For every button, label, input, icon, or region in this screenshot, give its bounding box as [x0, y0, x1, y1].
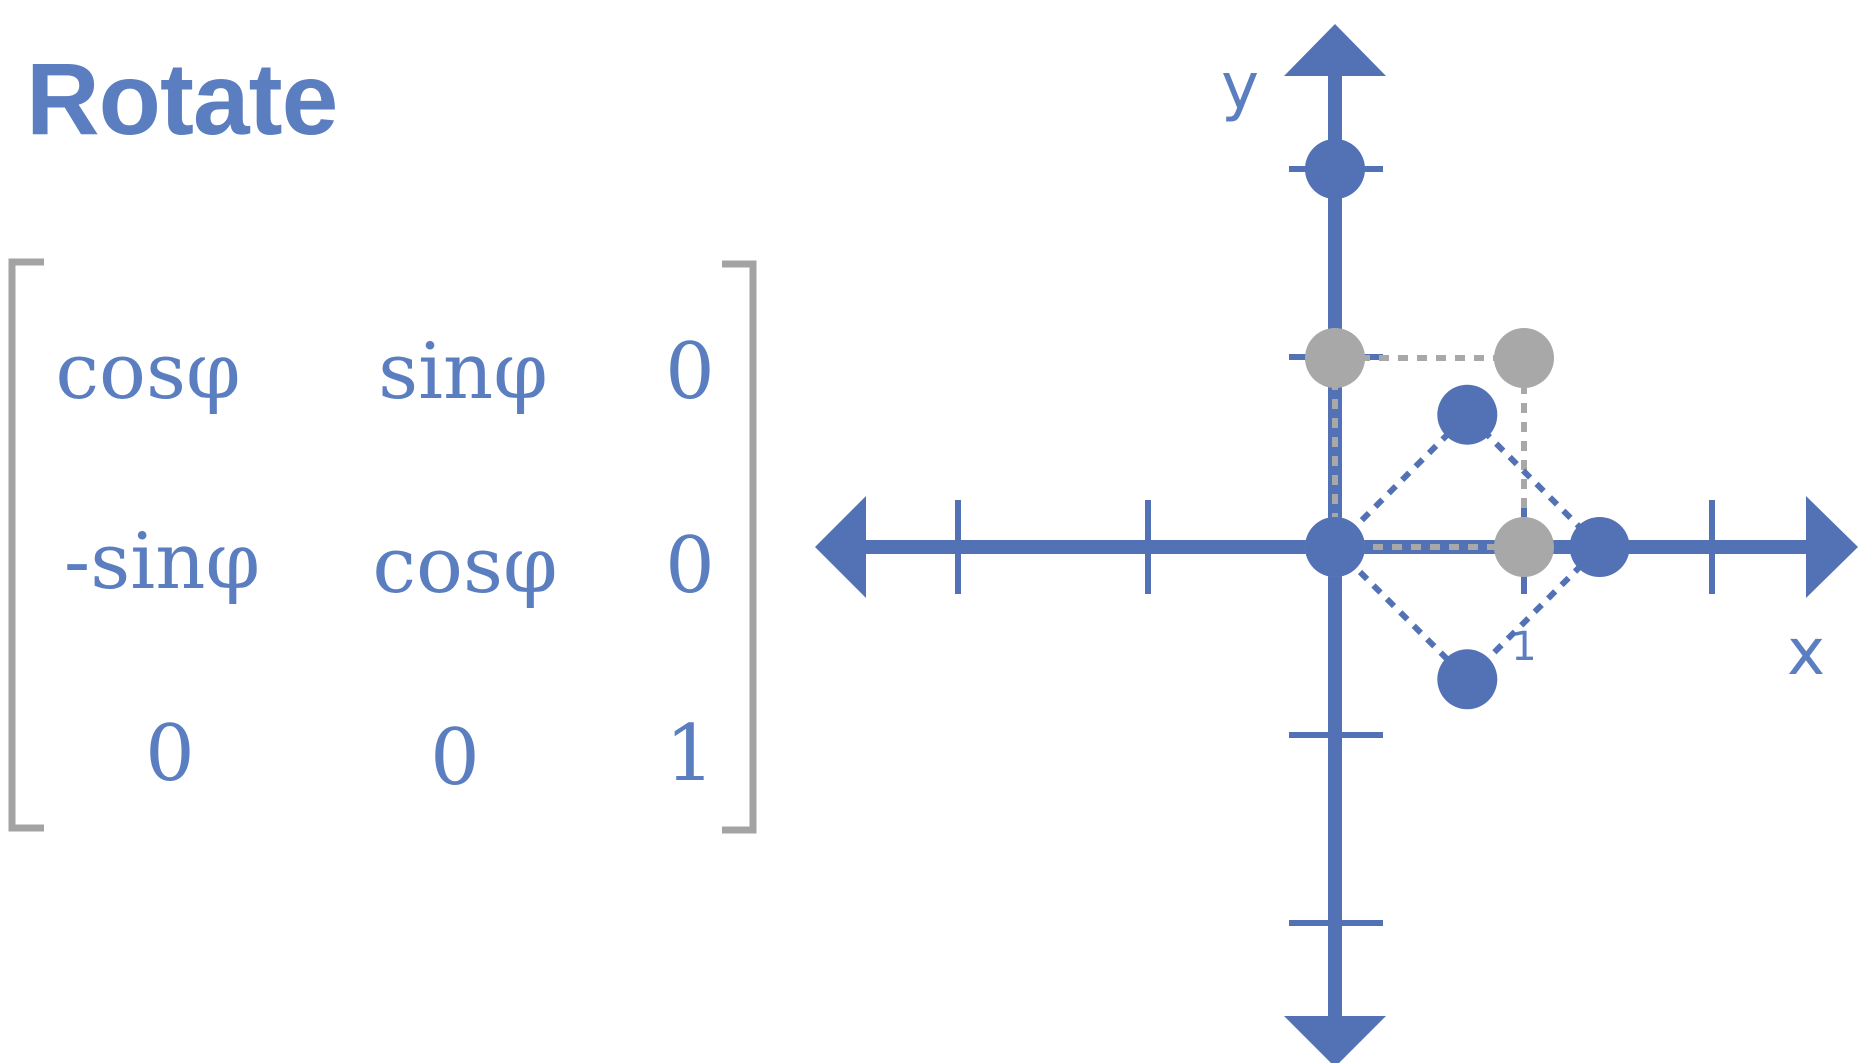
matrix-cell-r3c1: 0 [145, 709, 195, 799]
matrix-cell-r3c2: 0 [430, 713, 480, 803]
x-tick-label-1: 1 [1511, 624, 1536, 670]
original-vertex-point [1494, 328, 1554, 388]
x-axis-label: x [1787, 616, 1825, 690]
page-title: Rotate [26, 42, 338, 156]
matrix-cell-r2c2: cosφ [372, 521, 557, 611]
y-axis-label: y [1221, 50, 1259, 124]
original-vertex-point [1494, 517, 1554, 577]
square-shapes [1305, 139, 1630, 710]
matrix-cell-r2c1: -sinφ [64, 517, 260, 607]
rotation-matrix: cosφ sinφ 0 -sinφ cosφ 0 0 0 1 [8, 258, 757, 834]
rotated-vertex-point [1569, 517, 1630, 577]
y-axis-top-arrow-icon [1284, 24, 1386, 76]
matrix-left-bracket [8, 258, 44, 832]
matrix-cell-r1c3: 0 [665, 327, 715, 417]
y-axis-bottom-arrow-icon [1284, 1016, 1386, 1063]
matrix-cell-r3c3: 1 [665, 709, 715, 799]
matrix-cell-r2c3: 0 [665, 521, 715, 611]
matrix-cell-r1c1: cosφ [55, 327, 240, 417]
x-axis-right-arrow-icon [1806, 496, 1858, 598]
y-axis-point [1305, 139, 1365, 199]
rotated-vertex-point [1437, 384, 1498, 445]
matrix-right-bracket [722, 260, 757, 834]
x-axis-left-arrow-icon [815, 496, 866, 598]
original-vertex-point [1305, 328, 1365, 388]
rotated-vertex-point [1437, 649, 1498, 710]
rotated-vertex-point [1305, 517, 1365, 577]
original-square-outline [1332, 355, 1527, 550]
matrix-cell-r1c2: sinφ [378, 327, 548, 417]
